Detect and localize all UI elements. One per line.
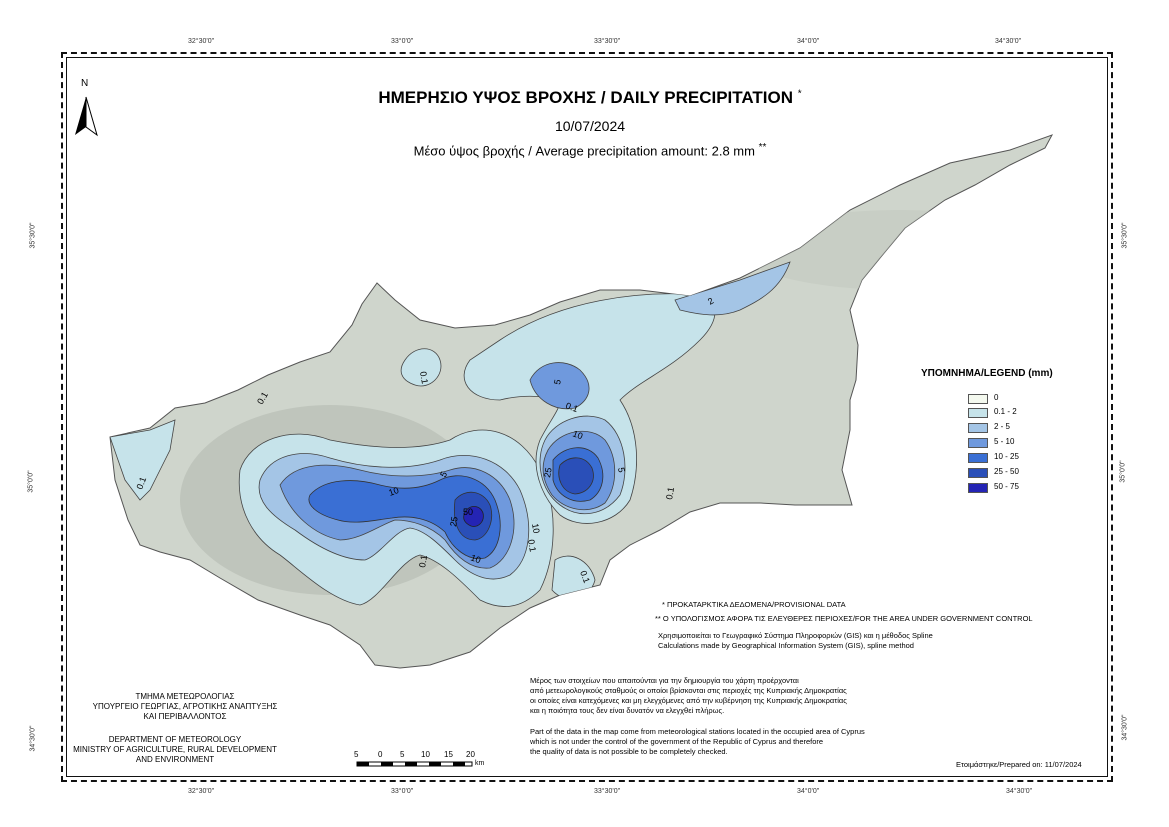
zone-0.1-west: [400, 348, 442, 387]
contour-label: 10: [387, 485, 400, 498]
map-frame-inner: [66, 57, 1108, 777]
legend-label: 2 - 5: [994, 422, 1011, 431]
zone-10-troodos: [308, 475, 501, 560]
zone-0.1-akamas: [110, 419, 176, 501]
coord-top-3: 33°30'0": [594, 38, 621, 45]
legend-title: ΥΠΟΜΝΗΜΑ/LEGEND (mm): [921, 368, 1053, 379]
contour-label: 0.1: [134, 476, 148, 491]
zone-2-north: [674, 261, 791, 316]
note-calculation: ** Ο ΥΠΟΛΟΓΙΣΜΟΣ ΑΦΟΡΑ ΤΙΣ ΕΛΕΥΘΕΡΕΣ ΠΕΡ…: [655, 614, 1033, 623]
legend-swatch: [968, 438, 988, 448]
scale-number: 15: [444, 750, 453, 759]
map-title: ΗΜΕΡΗΣΙΟ ΥΨΟΣ ΒΡΟΧΗΣ / DAILY PRECIPITATI…: [220, 88, 960, 108]
contour-label: 25: [542, 467, 554, 479]
legend-swatch: [968, 423, 988, 433]
note-line: από μετεωρολογικούς σταθμούς οι οποίοι β…: [530, 686, 847, 695]
note-line: οι οποίες είναι κατεχόμενες και μη ελεγχ…: [530, 696, 847, 705]
terrain-shade-north: [740, 210, 1052, 290]
map-title-text: ΗΜΕΡΗΣΙΟ ΥΨΟΣ ΒΡΟΧΗΣ / DAILY PRECIPITATI…: [378, 88, 793, 107]
scale-number: 5: [354, 750, 359, 759]
contour-label: 5: [552, 379, 563, 386]
note-occupied-en: Part of the data in the map come from me…: [530, 727, 950, 757]
contour-label: 2: [706, 296, 715, 307]
legend-swatch: [968, 408, 988, 418]
legend-label: 50 - 75: [994, 482, 1019, 491]
contour-label: 0.1: [664, 486, 676, 500]
contour-label: 25: [448, 516, 460, 528]
department-gr: ΤΜΗΜΑ ΜΕΤΕΩΡΟΛΟΓΙΑΣ ΥΠΟΥΡΓΕΙΟ ΓΕΩΡΓΙΑΣ, …: [70, 692, 300, 722]
coord-bottom-2: 33°0'0": [391, 788, 414, 795]
map-frame: [61, 52, 1113, 782]
contour-label: 0.1: [564, 400, 579, 414]
scale-number: 5: [400, 750, 405, 759]
department-line: AND ENVIRONMENT: [135, 755, 215, 764]
contour-label: 5: [438, 470, 449, 479]
coord-top-2: 33°0'0": [391, 38, 414, 45]
zone-5-upper: [529, 362, 590, 410]
prepared-date: Ετοιμάστηκε/Prepared on: 11/07/2024: [956, 760, 1082, 769]
map-title-mark: *: [797, 88, 802, 100]
department-line: MINISTRY OF AGRICULTURE, RURAL DEVELOPME…: [73, 745, 277, 754]
note-line: Part of the data in the map come from me…: [530, 727, 865, 736]
contour-label: 0.1: [526, 539, 538, 553]
scale-number: 10: [421, 750, 430, 759]
average-text: Μέσο ύψος βροχής / Average precipitation…: [413, 143, 755, 159]
contour-label: 10: [469, 552, 482, 565]
legend-swatch: [968, 483, 988, 493]
department-line: ΤΜΗΜΑ ΜΕΤΕΩΡΟΛΟΓΙΑΣ: [135, 692, 235, 701]
legend-label: 0.1 - 2: [994, 407, 1017, 416]
contour-label: 0.1: [578, 569, 592, 584]
coord-bottom-3: 33°30'0": [594, 788, 621, 795]
legend-label: 10 - 25: [994, 452, 1019, 461]
scale-number: 0: [378, 750, 383, 759]
scale-unit: km: [475, 760, 485, 767]
coord-top-1: 32°30'0": [188, 38, 215, 45]
department-line: ΥΠΟΥΡΓΕΙΟ ΓΕΩΡΓΙΑΣ, ΑΓΡΟΤΙΚΗΣ ΑΝΑΠΤΥΞΗΣ: [92, 702, 278, 711]
average-mark: **: [758, 142, 767, 153]
note-gis-en: Calculations made by Geographical Inform…: [658, 641, 914, 650]
contour-label: 10: [530, 523, 542, 535]
contour-label: 0.1: [418, 371, 430, 385]
note-provisional: * ΠΡΟΚΑΤΑΡΚΤΙΚΑ ΔΕΔΟΜΕΝΑ/PROVISIONAL DAT…: [662, 600, 846, 609]
legend-label: 5 - 10: [994, 437, 1015, 446]
scale-number: 20: [466, 750, 475, 759]
note-line: Μέρος των στοιχείων που απαιτούνται για …: [530, 676, 799, 685]
scale-bar: [356, 761, 473, 767]
note-line: και η ποιότητα τους δεν είναι δυνατόν να…: [530, 706, 725, 715]
legend-label: 0: [994, 393, 999, 402]
contour-label: 10: [571, 428, 584, 441]
zone-50-troodos: [463, 506, 484, 527]
note-occupied-gr: Μέρος των στοιχείων που απαιτούνται για …: [530, 676, 930, 716]
north-arrow-icon: [75, 96, 98, 137]
coord-bottom-5: 34°30'0": [1006, 788, 1033, 795]
coord-bottom-1: 32°30'0": [188, 788, 215, 795]
note-line: which is not under the control of the go…: [530, 737, 824, 746]
contour-label: 50: [463, 507, 473, 517]
contour-label: 5: [616, 467, 627, 474]
department-line: ΚΑΙ ΠΕΡΙΒΑΛΛΟΝΤΟΣ: [143, 712, 227, 721]
legend-swatch: [968, 453, 988, 463]
legend-swatch: [968, 394, 988, 404]
average-precipitation: Μέσο ύψος βροχής / Average precipitation…: [220, 142, 960, 158]
legend-swatch: [968, 468, 988, 478]
coord-top-4: 34°0'0": [797, 38, 820, 45]
coord-top-5: 34°30'0": [995, 38, 1022, 45]
coord-bottom-4: 34°0'0": [797, 788, 820, 795]
contour-label: 0.1: [417, 554, 429, 568]
department-line: DEPARTMENT OF METEOROLOGY: [108, 735, 242, 744]
zone-25-central: [558, 457, 594, 495]
north-label: N: [81, 78, 89, 89]
note-gis-gr: Χρησιμοποιείται το Γεωγραφικό Σύστημα Πλ…: [658, 631, 933, 640]
note-line: the quality of data is not possible to b…: [530, 747, 728, 756]
department-en: DEPARTMENT OF METEOROLOGY MINISTRY OF AG…: [70, 735, 280, 765]
map-date: 10/07/2024: [554, 118, 626, 134]
legend-label: 25 - 50: [994, 467, 1019, 476]
